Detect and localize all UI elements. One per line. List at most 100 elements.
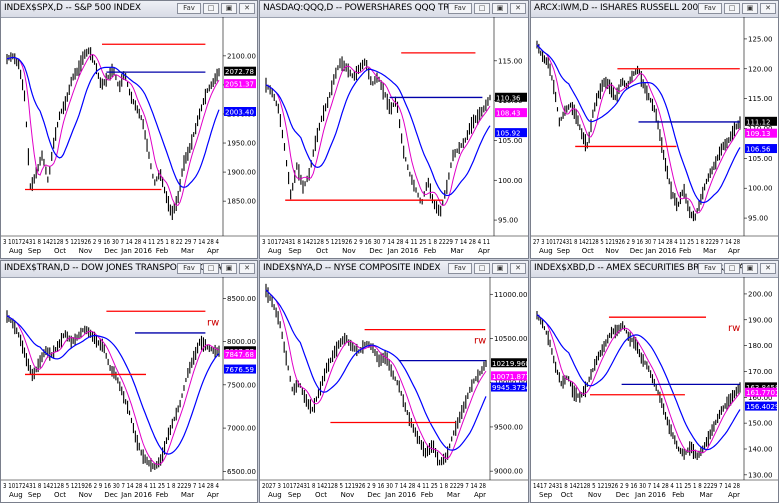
window-controls: Fav □ ▣ ✕ <box>177 3 255 15</box>
y-tick-label: 1850.00 <box>227 198 256 206</box>
y-tick-label: 105.00 <box>498 137 523 145</box>
window-titlebar[interactable]: INDEX$SPX,D -- S&P 500 INDEX Fav □ ▣ ✕ <box>1 1 257 18</box>
chart-window-xbd[interactable]: INDEX$XBD,D -- AMEX SECURITIES BROKER/DE… <box>530 260 779 503</box>
x-tick-month: Aug <box>268 247 282 255</box>
ma-long-line <box>536 314 741 451</box>
ma-long-line <box>265 289 487 451</box>
close-button[interactable]: ✕ <box>510 3 526 14</box>
favorite-button[interactable]: Fav <box>448 3 472 14</box>
y-tick-label: 120.00 <box>748 65 773 73</box>
price-label-box <box>491 382 527 392</box>
x-tick-month: Feb <box>421 491 434 499</box>
x-tick-month: Mar <box>700 491 713 499</box>
minimize-button[interactable]: □ <box>724 263 740 274</box>
minimize-button[interactable]: □ <box>203 3 219 14</box>
y-tick-label: 2100.00 <box>227 52 256 60</box>
window-titlebar[interactable]: INDEX$TRAN,D -- DOW JONES TRANSPORTATION… <box>1 261 257 278</box>
y-tick-label: 95.00 <box>748 215 768 223</box>
chart-plot[interactable]: 8500.00 8000.00 7500.00 7000.00 6500.00 3 101… <box>1 277 257 502</box>
y-tick-label: 150.00 <box>748 420 773 428</box>
y-tick-label: 1900.00 <box>227 169 256 177</box>
minimize-button[interactable]: □ <box>474 3 490 14</box>
maximize-button[interactable]: ▣ <box>221 3 237 14</box>
y-tick-label: 8000.00 <box>227 338 256 346</box>
chart-plot[interactable]: 200.00 190.00 180.00 170.00 160.00 150.00 140.… <box>531 277 778 502</box>
x-tick-month: Apr <box>728 247 740 255</box>
window-titlebar[interactable]: ARCX:IWM,D -- ISHARES RUSSELL 2000 ETF Fa… <box>531 1 778 18</box>
x-tick-month: Dec <box>369 247 383 255</box>
window-title: INDEX$TRAN,D -- DOW JONES TRANSPORTATION… <box>4 263 228 273</box>
favorite-button[interactable]: Fav <box>698 263 722 274</box>
chart-window-tran[interactable]: INDEX$TRAN,D -- DOW JONES TRANSPORTATION… <box>0 260 258 503</box>
chart-window-spx[interactable]: INDEX$SPX,D -- S&P 500 INDEX Fav □ ▣ ✕ 2100.0… <box>0 0 258 259</box>
favorite-button[interactable]: Fav <box>177 263 201 274</box>
x-tick-month: Sep <box>28 247 42 255</box>
x-tick-month: Oct <box>561 491 573 499</box>
x-tick-month: Jan 2016 <box>120 247 152 255</box>
x-tick-month: Nov <box>341 491 355 499</box>
minimize-button[interactable]: □ <box>474 263 490 274</box>
ma-short-line <box>6 315 220 465</box>
y-tick-label: 95.00 <box>498 217 518 225</box>
chart-plot[interactable]: 2100.002050.002000.001950.001900.001850.… <box>1 17 257 258</box>
window-title: INDEX$SPX,D -- S&P 500 INDEX <box>4 3 141 13</box>
maximize-button[interactable]: ▣ <box>742 3 758 14</box>
window-titlebar[interactable]: INDEX$XBD,D -- AMEX SECURITIES BROKER/DE… <box>531 261 778 278</box>
window-controls: Fav □ ▣ ✕ <box>698 3 776 15</box>
x-tick-month: Feb <box>156 491 169 499</box>
window-titlebar[interactable]: INDEX$NYA,D -- NYSE COMPOSITE INDEX Fav □ ▣… <box>260 261 528 278</box>
price-label: 105.92 <box>496 130 521 138</box>
x-tick-days: 27 3 10172431 8 142128 5 121926 2 9 16 3… <box>533 238 740 246</box>
y-tick-label: 1950.00 <box>227 140 256 148</box>
x-tick-month: Oct <box>316 247 328 255</box>
close-button[interactable]: ✕ <box>760 3 776 14</box>
x-tick-month: Mar <box>450 247 463 255</box>
window-titlebar[interactable]: NASDAQ:QQQ,D -- POWERSHARES QQQ TRUST Fav… <box>260 1 528 18</box>
chart-window-iwm[interactable]: ARCX:IWM,D -- ISHARES RUSSELL 2000 ETF Fa… <box>530 0 779 259</box>
minimize-button[interactable]: □ <box>724 3 740 14</box>
price-label-box <box>224 364 256 374</box>
price-label-box <box>495 128 527 138</box>
close-button[interactable]: ✕ <box>760 263 776 274</box>
price-label-box <box>224 106 256 116</box>
y-tick-label: 130.00 <box>748 471 773 479</box>
price-label: 7847.68 <box>225 351 254 359</box>
x-tick-month: Dec <box>104 491 118 499</box>
price-label: 2072.78 <box>225 68 254 76</box>
x-tick-month: Aug <box>539 247 553 255</box>
price-bars <box>6 47 220 221</box>
x-tick-month: Sep <box>539 491 553 499</box>
favorite-button[interactable]: Fav <box>698 3 722 14</box>
x-tick-month: Jan 2016 <box>384 491 416 499</box>
x-tick-month: Dec <box>616 491 630 499</box>
chart-plot[interactable]: 125.00120.00115.00110.00105.00100.0095.0… <box>531 17 778 258</box>
minimize-button[interactable]: □ <box>203 263 219 274</box>
chart-window-qqq[interactable]: NASDAQ:QQQ,D -- POWERSHARES QQQ TRUST Fav… <box>259 0 529 259</box>
ma-short-line <box>536 314 741 454</box>
price-bars <box>265 283 487 466</box>
y-tick-label: 100.00 <box>498 177 523 185</box>
maximize-button[interactable]: ▣ <box>492 3 508 14</box>
close-button[interactable]: ✕ <box>510 263 526 274</box>
price-label-box <box>224 349 256 359</box>
price-label-box <box>745 144 777 154</box>
x-tick-month: Mar <box>703 247 716 255</box>
chart-plot[interactable]: 11000.0010500.0010000.009500.009000.0020… <box>260 277 528 502</box>
maximize-button[interactable]: ▣ <box>221 263 237 274</box>
maximize-button[interactable]: ▣ <box>742 263 758 274</box>
close-button[interactable]: ✕ <box>239 263 255 274</box>
price-label-box <box>745 387 777 397</box>
price-bars <box>536 40 741 222</box>
close-button[interactable]: ✕ <box>239 3 255 14</box>
x-tick-month: Nov <box>79 247 93 255</box>
maximize-button[interactable]: ▣ <box>492 263 508 274</box>
chart-window-nya[interactable]: INDEX$NYA,D -- NYSE COMPOSITE INDEX Fav □ ▣… <box>259 260 529 503</box>
x-tick-month: Aug <box>268 491 282 499</box>
price-label: 111.12 <box>746 118 771 126</box>
favorite-button[interactable]: Fav <box>448 263 472 274</box>
price-label: 110.36 <box>496 94 521 102</box>
favorite-button[interactable]: Fav <box>177 3 201 14</box>
x-tick-month: Feb <box>156 247 169 255</box>
x-tick-month: Oct <box>54 247 66 255</box>
